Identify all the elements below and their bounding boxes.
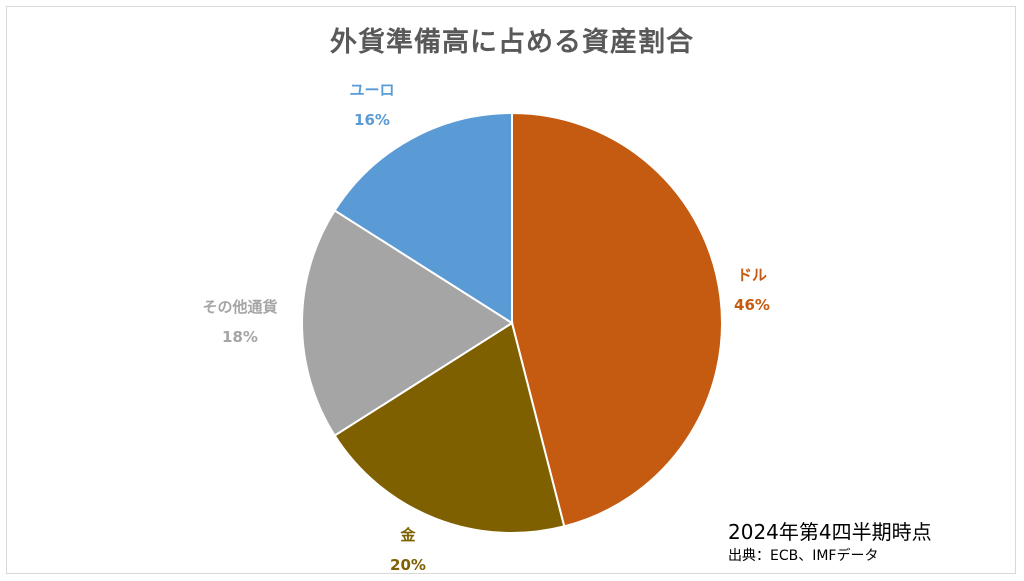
slice-label-3: その他通貨 <box>202 298 277 316</box>
slice-value-2: 20% <box>390 556 426 574</box>
chart-title: 外貨準備高に占める資産割合 <box>330 27 694 58</box>
source-note: 出典：ECB、IMFデータ <box>728 548 879 564</box>
slice-value-1: 46% <box>734 296 770 314</box>
slice-label-1: ドル <box>737 266 767 284</box>
period-note: 2024年第4四半期時点 <box>728 520 932 544</box>
pie-slice-4 <box>333 111 513 325</box>
slice-value-3: 18% <box>222 328 258 346</box>
slice-label-4: ユーロ <box>349 81 394 99</box>
slice-value-4: 16% <box>354 111 390 129</box>
pie-slice-2 <box>333 321 566 534</box>
pie-slice-3 <box>301 209 514 437</box>
pie-slices <box>301 111 723 534</box>
pie-labels: ドル 46% 金 20% その他通貨 18% ユーロ 16% <box>202 81 769 574</box>
pie-slice-1 <box>511 111 723 528</box>
slice-label-2: 金 <box>399 526 416 544</box>
